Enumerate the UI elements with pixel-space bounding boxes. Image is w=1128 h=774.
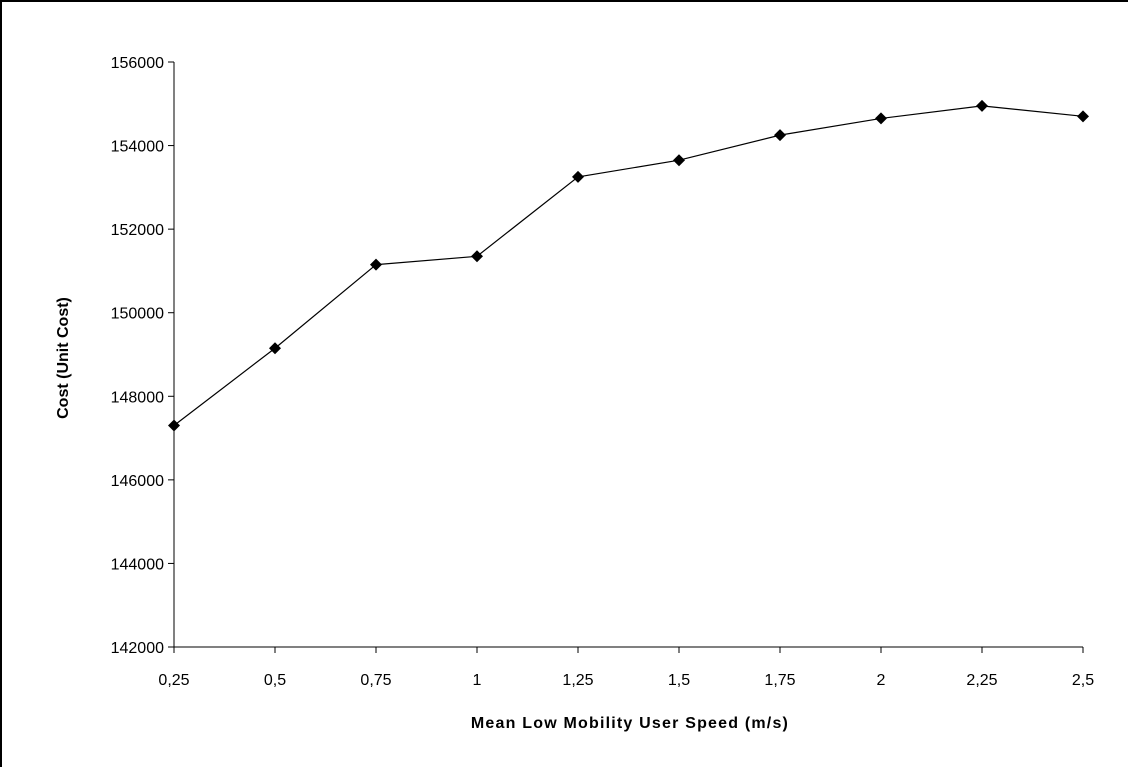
data-point xyxy=(269,342,281,355)
data-point xyxy=(471,250,483,263)
y-tick-label: 142000 xyxy=(111,640,164,657)
y-tick-label: 150000 xyxy=(111,306,164,323)
x-tick-label: 0,75 xyxy=(360,672,391,689)
data-point xyxy=(774,129,786,142)
x-tick-label: 1 xyxy=(473,672,482,689)
y-tick-label: 156000 xyxy=(111,55,164,72)
y-tick-label: 154000 xyxy=(111,139,164,156)
series xyxy=(168,99,1089,432)
data-point xyxy=(673,154,685,167)
y-axis-title: Cost (Unit Cost) xyxy=(55,297,72,419)
x-tick-label: 1,75 xyxy=(764,672,795,689)
x-axis-title: Mean Low Mobility User Speed (m/s) xyxy=(471,715,789,732)
y-tick-label: 144000 xyxy=(111,556,164,573)
x-tick-label: 0,25 xyxy=(158,672,189,689)
x-tick-label: 2,25 xyxy=(966,672,997,689)
data-point xyxy=(168,419,180,432)
x-tick-label: 2 xyxy=(877,672,886,689)
data-point xyxy=(370,258,382,271)
data-point xyxy=(875,112,887,125)
data-point xyxy=(976,99,988,112)
y-axis: 142000 144000 146000 148000 150000 152000 1540… xyxy=(111,55,175,657)
y-tick-label: 148000 xyxy=(111,389,164,406)
y-tick-label: 152000 xyxy=(111,222,164,239)
x-tick-label: 1,5 xyxy=(668,672,690,689)
x-tick-label: 1,25 xyxy=(562,672,593,689)
y-tick-label: 146000 xyxy=(111,473,164,490)
x-tick-label: 2,5 xyxy=(1072,672,1094,689)
x-tick-label: 0,5 xyxy=(264,672,286,689)
data-point xyxy=(1077,110,1089,123)
data-point xyxy=(572,170,584,183)
x-axis: 0,25 0,5 0,75 1 1,25 1,5 1,75 2 2,25 2,5 xyxy=(158,646,1094,689)
series-line xyxy=(173,105,1084,427)
